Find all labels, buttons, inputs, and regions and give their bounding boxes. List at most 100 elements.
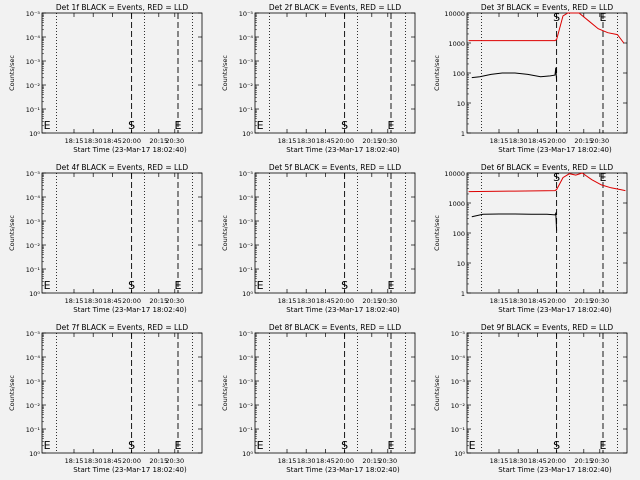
- y-tick-label: 1000: [448, 40, 465, 48]
- x-tick-label: 20:30: [590, 297, 609, 305]
- x-axis-label: Start Time (23-Mar-17 18:02:40): [73, 146, 187, 154]
- x-tick-label: 20:30: [590, 457, 609, 465]
- event-marker-label: S: [341, 119, 348, 132]
- x-tick-label: 18:30: [297, 137, 316, 145]
- series-line-events: [471, 67, 558, 81]
- x-tick-label: 20:00: [122, 457, 141, 465]
- x-tick-label: 18:45: [103, 457, 122, 465]
- y-tick-label: 10⁰: [242, 290, 253, 298]
- y-tick-label: 1: [461, 130, 465, 138]
- x-tick-label: 20:00: [122, 137, 141, 145]
- y-tick-label: 10⁻⁴: [239, 354, 254, 362]
- event-marker-label: E: [44, 279, 51, 292]
- panel-det-3f: Det 3f BLACK = Events, RED = LLD Counts/s…: [433, 3, 628, 154]
- y-tick-label: 10⁻³: [239, 58, 254, 66]
- y-tick-label: 10⁻⁵: [239, 10, 254, 18]
- x-tick-label: 18:45: [316, 457, 335, 465]
- panel-title: Det 1f BLACK = Events, RED = LLD: [56, 3, 189, 12]
- y-tick-label: 10⁻⁵: [26, 330, 41, 338]
- y-tick-label: 10⁻⁴: [239, 34, 254, 42]
- x-tick-label: 20:00: [547, 297, 566, 305]
- panel-det-5f: Det 5f BLACK = Events, RED = LLD Counts/s…: [221, 163, 416, 314]
- panel-det-8f: Det 8f BLACK = Events, RED = LLD Counts/s…: [221, 323, 416, 474]
- x-tick-label: 20:15: [149, 137, 168, 145]
- y-tick-label: 10000: [444, 10, 465, 18]
- y-tick-label: 10⁻⁵: [451, 330, 466, 338]
- y-tick-label: 10⁻¹: [26, 106, 41, 114]
- event-marker-label: E: [44, 439, 51, 452]
- series-line-lld: [468, 12, 625, 44]
- x-tick-label: 20:30: [378, 297, 397, 305]
- event-marker-label: S: [341, 439, 348, 452]
- panel-det-2f: Det 2f BLACK = Events, RED = LLD Counts/s…: [221, 3, 416, 154]
- y-axis-label: Counts/sec: [8, 55, 16, 91]
- y-tick-label: 10⁻¹: [26, 266, 41, 274]
- y-tick-label: 10⁻²: [239, 242, 254, 250]
- x-tick-label: 18:45: [528, 457, 547, 465]
- y-tick-label: 10⁻²: [239, 402, 254, 410]
- plot-frame: [41, 172, 203, 294]
- x-tick-label: 18:15: [490, 457, 509, 465]
- panel-det-9f: Det 9f BLACK = Events, RED = LLD Counts/s…: [433, 323, 628, 474]
- panel-title: Det 9f BLACK = Events, RED = LLD: [481, 323, 614, 332]
- plot-frame: [41, 332, 203, 454]
- event-marker-label: E: [388, 279, 395, 292]
- panel-det-6f: Det 6f BLACK = Events, RED = LLD Counts/s…: [433, 163, 628, 314]
- x-axis-label: Start Time (23-Mar-17 18:02:40): [73, 306, 187, 314]
- y-tick-label: 10⁰: [29, 450, 40, 458]
- x-tick-label: 20:15: [574, 457, 593, 465]
- y-tick-label: 10⁻⁴: [26, 34, 41, 42]
- panel-title: Det 7f BLACK = Events, RED = LLD: [56, 323, 189, 332]
- event-marker-label: S: [553, 11, 560, 24]
- x-tick-label: 18:15: [278, 137, 297, 145]
- panel-title: Det 3f BLACK = Events, RED = LLD: [481, 3, 614, 12]
- x-tick-label: 18:45: [528, 137, 547, 145]
- event-marker-label: S: [341, 279, 348, 292]
- series-line-events: [471, 211, 558, 231]
- y-tick-label: 10⁻⁵: [239, 330, 254, 338]
- x-axis-label: Start Time (23-Mar-17 18:02:40): [73, 466, 187, 474]
- x-tick-label: 18:30: [84, 297, 103, 305]
- panel-title: Det 2f BLACK = Events, RED = LLD: [269, 3, 402, 12]
- panel-det-4f: Det 4f BLACK = Events, RED = LLD Counts/s…: [8, 163, 203, 314]
- x-tick-label: 18:15: [490, 137, 509, 145]
- event-marker-label: E: [469, 439, 476, 452]
- y-tick-label: 10⁻³: [451, 378, 466, 386]
- x-tick-label: 18:30: [509, 297, 528, 305]
- x-tick-label: 18:45: [103, 137, 122, 145]
- y-tick-label: 1000: [448, 200, 465, 208]
- event-marker-label: S: [553, 171, 560, 184]
- y-tick-label: 10⁻⁴: [26, 354, 41, 362]
- series-line-lld: [468, 172, 626, 193]
- panel-det-1f: Det 1f BLACK = Events, RED = LLD Counts/s…: [8, 3, 203, 154]
- x-tick-label: 20:15: [574, 297, 593, 305]
- x-tick-label: 20:30: [378, 457, 397, 465]
- x-tick-label: 18:45: [316, 137, 335, 145]
- y-tick-label: 10⁰: [242, 450, 253, 458]
- event-marker-label: E: [257, 119, 264, 132]
- y-tick-label: 10⁰: [29, 290, 40, 298]
- y-tick-label: 10⁻²: [239, 82, 254, 90]
- x-tick-label: 20:15: [362, 137, 381, 145]
- event-marker-label: E: [257, 439, 264, 452]
- x-tick-label: 18:30: [509, 137, 528, 145]
- y-tick-label: 10⁻²: [26, 402, 41, 410]
- x-tick-label: 20:00: [547, 457, 566, 465]
- y-tick-label: 10⁻⁵: [26, 10, 41, 18]
- x-tick-label: 20:30: [378, 137, 397, 145]
- event-marker-label: S: [553, 439, 560, 452]
- x-tick-label: 20:15: [362, 457, 381, 465]
- y-tick-label: 10⁻⁵: [239, 170, 254, 178]
- y-tick-label: 10⁻¹: [451, 426, 466, 434]
- panel-title: Det 4f BLACK = Events, RED = LLD: [56, 163, 189, 172]
- plot-frame: [254, 12, 416, 134]
- x-tick-label: 18:30: [297, 457, 316, 465]
- event-marker-label: S: [128, 119, 135, 132]
- y-tick-label: 10000: [444, 170, 465, 178]
- y-tick-label: 10: [457, 260, 465, 268]
- y-tick-label: 10⁻⁴: [451, 354, 466, 362]
- x-tick-label: 20:00: [335, 137, 354, 145]
- y-tick-label: 10⁻¹: [26, 426, 41, 434]
- x-axis-label: Start Time (23-Mar-17 18:02:40): [286, 146, 400, 154]
- event-marker-label: E: [388, 119, 395, 132]
